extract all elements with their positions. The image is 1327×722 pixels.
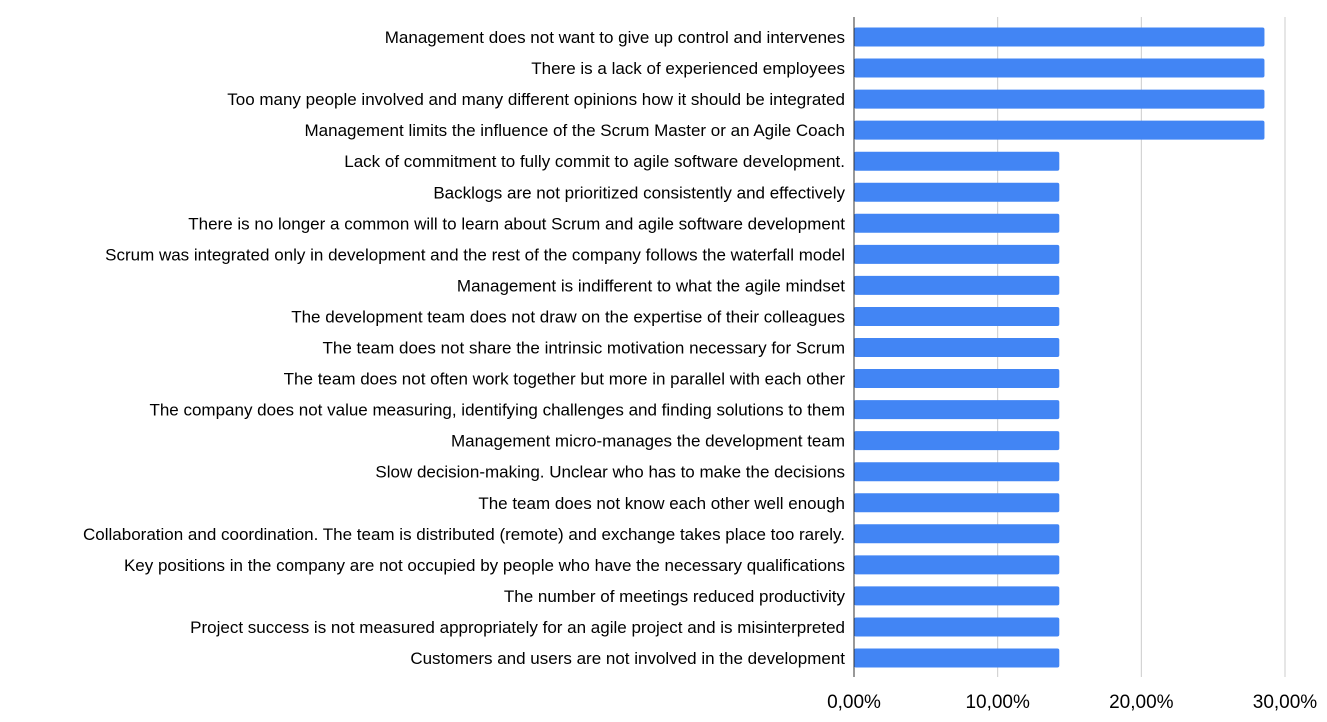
category-label: Customers and users are not involved in … bbox=[410, 649, 845, 668]
category-label: The number of meetings reduced productiv… bbox=[504, 587, 846, 606]
bar bbox=[854, 524, 1060, 544]
bar bbox=[854, 27, 1265, 47]
bar bbox=[854, 555, 1060, 575]
category-label: There is no longer a common will to lear… bbox=[188, 214, 845, 233]
category-label: The team does not share the intrinsic mo… bbox=[322, 339, 845, 358]
bar-layer bbox=[854, 27, 1265, 668]
bar bbox=[854, 275, 1060, 295]
x-tick-label: 0,00% bbox=[827, 692, 881, 713]
bar bbox=[854, 120, 1265, 140]
x-tick-label: 30,00% bbox=[1253, 692, 1318, 713]
category-label: Backlogs are not prioritized consistentl… bbox=[433, 183, 845, 202]
bar bbox=[854, 462, 1060, 482]
category-labels: Management does not want to give up cont… bbox=[83, 28, 845, 668]
category-label: The development team does not draw on th… bbox=[291, 307, 845, 326]
bar bbox=[854, 244, 1060, 264]
category-label: Scrum was integrated only in development… bbox=[105, 245, 845, 264]
category-label: The company does not value measuring, id… bbox=[149, 401, 845, 420]
category-label: Key positions in the company are not occ… bbox=[124, 556, 845, 575]
category-label: Lack of commitment to fully commit to ag… bbox=[344, 152, 845, 171]
bar bbox=[854, 400, 1060, 420]
category-label: Project success is not measured appropri… bbox=[190, 618, 845, 637]
category-label: The team does not often work together bu… bbox=[284, 370, 846, 389]
category-label: Collaboration and coordination. The team… bbox=[83, 525, 845, 544]
bar bbox=[854, 493, 1060, 513]
category-label: Management is indifferent to what the ag… bbox=[457, 276, 845, 295]
bar bbox=[854, 617, 1060, 637]
bar bbox=[854, 369, 1060, 389]
x-tick-label: 20,00% bbox=[1109, 692, 1174, 713]
category-label: Management micro-manages the development… bbox=[451, 432, 845, 451]
category-label: Management does not want to give up cont… bbox=[385, 28, 845, 47]
x-tick-label: 10,00% bbox=[965, 692, 1030, 713]
bar bbox=[854, 648, 1060, 668]
bar bbox=[854, 58, 1265, 78]
category-label: Management limits the influence of the S… bbox=[305, 121, 846, 140]
category-label: Too many people involved and many differ… bbox=[227, 90, 845, 109]
bar bbox=[854, 431, 1060, 451]
bar bbox=[854, 151, 1060, 171]
bar bbox=[854, 586, 1060, 606]
bar bbox=[854, 338, 1060, 357]
bar bbox=[854, 213, 1060, 233]
category-label: The team does not know each other well e… bbox=[478, 494, 845, 513]
x-tick-labels: 0,00% 10,00% 20,00% 30,00% bbox=[827, 692, 1317, 713]
category-label: Slow decision-making. Unclear who has to… bbox=[375, 463, 845, 482]
bar bbox=[854, 89, 1265, 109]
bar bbox=[854, 182, 1060, 202]
bar bbox=[854, 306, 1060, 326]
category-label: There is a lack of experienced employees bbox=[531, 59, 845, 78]
